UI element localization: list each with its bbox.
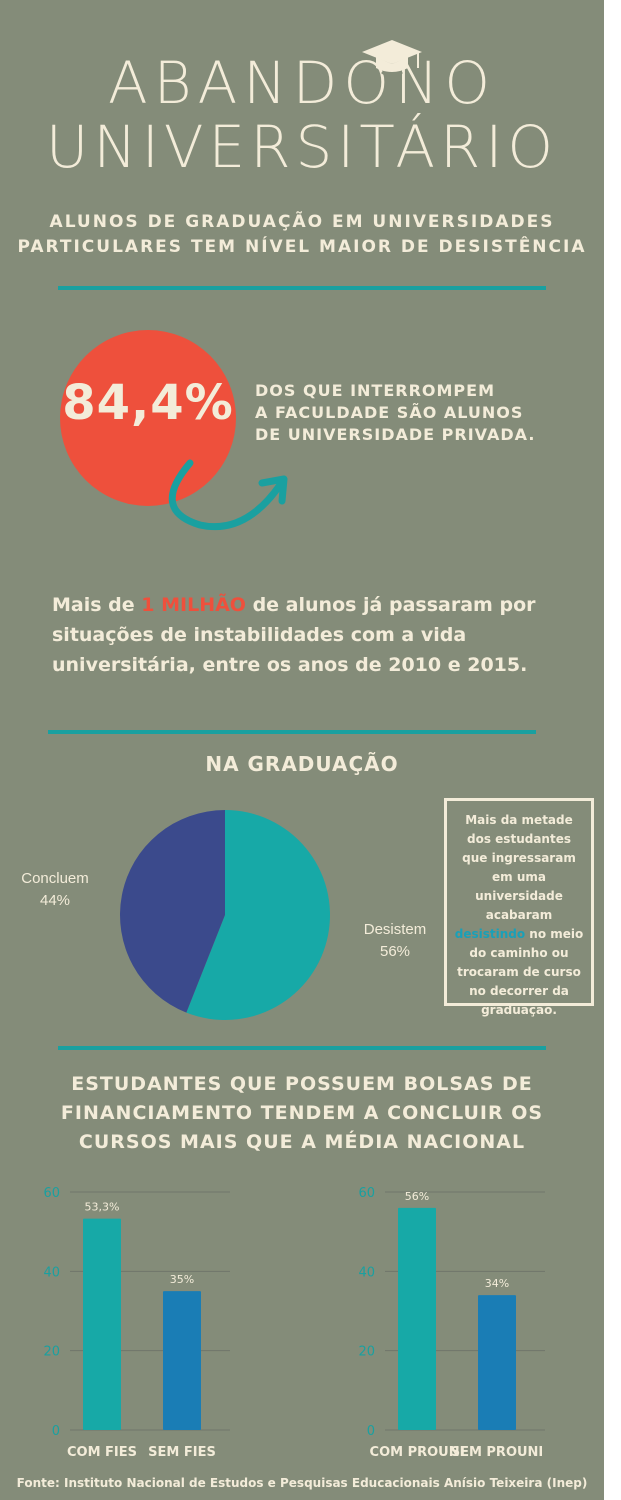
prouni-y-tick-label: 0 bbox=[367, 1424, 375, 1439]
milhao-text-start: Mais de bbox=[52, 594, 142, 616]
info-box-highlight: desistindo bbox=[454, 927, 526, 941]
fies-y-tick-label: 0 bbox=[52, 1424, 60, 1439]
prouni-y-tick-label: 60 bbox=[358, 1186, 375, 1201]
stat-description: DOS QUE INTERROMPEM A FACULDADE SÃO ALUN… bbox=[255, 380, 555, 446]
curved-arrow-icon bbox=[168, 459, 288, 531]
fies-category-label: COM FIES bbox=[67, 1445, 137, 1460]
info-box-text-start: Mais da metade dos estudantes que ingres… bbox=[462, 813, 576, 922]
pie-slice-concluem bbox=[119, 810, 225, 1013]
pie-label-desistem-name: Desistem bbox=[363, 921, 427, 938]
divider bbox=[48, 730, 536, 734]
stat-description-line-1: DOS QUE INTERROMPEM bbox=[255, 381, 495, 400]
milhao-highlight: 1 MILHÃO bbox=[141, 594, 246, 616]
pie-label-concluem-value: 44% bbox=[39, 892, 71, 909]
graduation-pie-chart bbox=[119, 810, 330, 1020]
title-line-1: ABANDONO bbox=[107, 49, 497, 117]
subtitle-line-2: PARTICULARES TEM NÍVEL MAIOR DE DESISTÊN… bbox=[17, 237, 587, 257]
pie-label-desistem-value: 56% bbox=[379, 943, 411, 960]
graduacao-heading: NA GRADUAÇÃO bbox=[205, 752, 399, 776]
title-line-2: UNIVERSITÁRIO bbox=[45, 113, 559, 181]
fies-value-label: 53,3% bbox=[85, 1201, 120, 1214]
milhao-paragraph: Mais de 1 MILHÃO de alunos já passaram p… bbox=[52, 590, 592, 680]
milhao-text-end: de alunos já passaram por situações de i… bbox=[52, 594, 536, 676]
divider bbox=[58, 1046, 546, 1050]
prouni-value-label: 34% bbox=[485, 1277, 509, 1290]
prouni-category-label: COM PROUNI bbox=[370, 1445, 465, 1460]
graduacao-info-box: Mais da metade dos estudantes que ingres… bbox=[444, 798, 594, 1017]
stat-description-line-3: DE UNIVERSIDADE PRIVADA. bbox=[255, 425, 536, 444]
prouni-category-label: SEM PROUNI bbox=[451, 1445, 544, 1460]
infographic: ABANDONO UNIVERSITÁRIO ALUNOS DE GRADUAÇ… bbox=[0, 0, 604, 1500]
pie-label-concluem-name: Concluem bbox=[21, 870, 89, 887]
subtitle-line-1: ALUNOS DE GRADUAÇÃO EM UNIVERSIDADES bbox=[49, 212, 555, 232]
bolsas-heading-line-2: FINANCIAMENTO TENDEM A CONCLUIR OS bbox=[60, 1102, 544, 1124]
graduation-cap-icon bbox=[362, 40, 422, 78]
subtitle: ALUNOS DE GRADUAÇÃO EM UNIVERSIDADES PAR… bbox=[0, 210, 604, 260]
source-note: Fonte: Instituto Nacional de Estudos e P… bbox=[16, 1476, 588, 1490]
stat-description-line-2: A FACULDADE SÃO ALUNOS bbox=[255, 403, 524, 422]
stat-circle bbox=[60, 330, 236, 506]
bolsas-heading-line-3: CURSOS MAIS QUE A MÉDIA NACIONAL bbox=[78, 1131, 526, 1153]
fies-bar-1 bbox=[163, 1291, 201, 1430]
fies-bar-0 bbox=[83, 1218, 121, 1430]
divider bbox=[58, 286, 546, 290]
prouni-y-tick-label: 40 bbox=[358, 1265, 375, 1280]
prouni-bar-chart: 0 20 40 60 56% COM PROUNI 34% SEM PROUNI bbox=[358, 1186, 545, 1460]
pie-label-desistem: Desistem 56% bbox=[350, 919, 440, 963]
bolsas-heading: ESTUDANTES QUE POSSUEM BOLSAS DE FINANCI… bbox=[0, 1070, 604, 1157]
prouni-bar-1 bbox=[478, 1295, 516, 1430]
info-box-text-end: no meio do caminho ou trocaram de curso … bbox=[457, 927, 584, 1017]
fies-y-tick-label: 60 bbox=[43, 1186, 60, 1201]
fies-value-label: 35% bbox=[170, 1273, 194, 1286]
fies-bar-chart: 0 20 40 60 53,3% COM FIES 35% SEM FIES bbox=[43, 1186, 230, 1460]
prouni-bar-0 bbox=[398, 1207, 436, 1430]
bolsas-heading-line-1: ESTUDANTES QUE POSSUEM BOLSAS DE bbox=[71, 1073, 533, 1095]
prouni-y-tick-label: 20 bbox=[358, 1345, 375, 1360]
fies-category-label: SEM FIES bbox=[148, 1445, 216, 1460]
stat-value: 84,4% bbox=[62, 375, 234, 431]
pie-slice-desistem bbox=[186, 810, 330, 1020]
pie-label-concluem: Concluem 44% bbox=[10, 868, 100, 912]
fies-y-tick-label: 40 bbox=[43, 1265, 60, 1280]
fies-y-tick-label: 20 bbox=[43, 1345, 60, 1360]
prouni-value-label: 56% bbox=[405, 1190, 429, 1203]
